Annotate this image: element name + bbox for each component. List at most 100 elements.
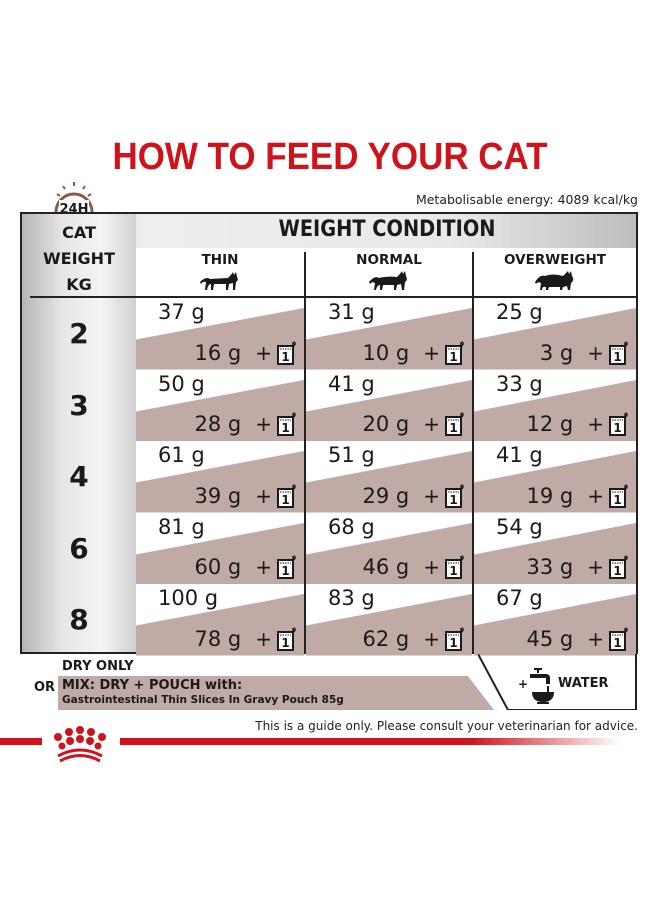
- svg-text:1: 1: [281, 421, 289, 435]
- feeding-cell-normal: 41 g 20 g +1: [306, 370, 472, 441]
- table-row: 6 81 g 60 g +1 68 g 46 g +1 54 g 33 g +1: [22, 513, 636, 584]
- cat-weight-kg: 4: [69, 460, 89, 494]
- feeding-cell-normal: 83 g 62 g +1: [306, 584, 472, 656]
- cat-weight-kg: 3: [69, 388, 89, 422]
- normal-cat-icon: [369, 271, 407, 290]
- mix-dry-amount: 78 g: [194, 626, 242, 651]
- or-label: OR: [34, 680, 56, 695]
- brand-line-left: [0, 738, 42, 745]
- mix-amount: 46 g +1: [363, 554, 465, 580]
- brand-line-right: [120, 738, 620, 745]
- pouch-icon: 1: [445, 626, 464, 651]
- feeding-cell-normal: 31 g 10 g +1: [306, 298, 472, 370]
- svg-text:1: 1: [613, 350, 621, 364]
- mix-amount: 29 g +1: [363, 483, 465, 509]
- plus-sign: +: [423, 340, 440, 365]
- feeding-cell-normal: 68 g 46 g +1: [306, 513, 472, 584]
- mix-wedge: [306, 451, 472, 513]
- dry-only-amount: 31 g: [328, 300, 375, 324]
- mix-amount: 20 g +1: [363, 411, 465, 437]
- feeding-cell-thin: 81 g 60 g +1: [136, 513, 304, 584]
- mix-legend-title: MIX: DRY + POUCH with:: [62, 678, 243, 693]
- water-label: WATER: [558, 676, 609, 691]
- plus-sign: +: [423, 483, 440, 508]
- dry-only-amount: 33 g: [496, 371, 543, 396]
- metabolisable-energy: Metabolisable energy: 4089 kcal/kg: [415, 192, 638, 207]
- overweight-cat-icon: [535, 271, 574, 290]
- mix-dry-amount: 12 g: [526, 412, 574, 436]
- plus-sign: +: [587, 626, 604, 651]
- plus-sign: +: [255, 340, 272, 365]
- column-divider: [304, 252, 306, 652]
- mix-amount: 78 g +1: [195, 626, 297, 652]
- svg-text:1: 1: [449, 564, 457, 578]
- dry-only-amount: 37 g: [158, 300, 205, 324]
- pouch-icon: 1: [609, 626, 628, 651]
- pouch-icon: 1: [277, 340, 296, 365]
- mix-dry-amount: 16 g: [194, 340, 242, 365]
- pouch-icon: 1: [445, 555, 464, 579]
- plus-sign: +: [587, 340, 604, 365]
- mix-dry-amount: 45 g: [526, 626, 574, 651]
- mix-amount: 60 g +1: [195, 554, 297, 580]
- table-row: 8 100 g 78 g +1 83 g 62 g +1 67 g 45 g +1: [22, 584, 636, 656]
- mix-wedge: [306, 379, 472, 441]
- mix-dry-amount: 28 g: [194, 412, 242, 436]
- table-row: 2 37 g 16 g +1 31 g 10 g +1 25 g 3 g +1: [22, 298, 636, 370]
- svg-text:1: 1: [281, 564, 289, 578]
- mix-wedge: [136, 522, 304, 584]
- plus-sign: +: [255, 555, 272, 579]
- feeding-cell-thin: 37 g 16 g +1: [136, 298, 304, 370]
- plus-sign: +: [255, 412, 272, 436]
- dry-only-amount: 41 g: [328, 371, 375, 396]
- clock-24h-icon: 24H: [54, 182, 94, 216]
- pouch-icon: 1: [277, 483, 296, 508]
- dry-only-amount: 68 g: [328, 514, 375, 539]
- mix-amount: 45 g +1: [527, 626, 629, 652]
- condition-thin: THIN: [136, 248, 304, 296]
- table-row: 3 50 g 28 g +1 41 g 20 g +1 33 g 12 g +1: [22, 370, 636, 441]
- svg-text:1: 1: [449, 493, 457, 507]
- mix-dry-amount: 29 g: [362, 483, 410, 508]
- mix-wedge: [474, 594, 636, 656]
- feeding-table: CAT WEIGHT KG WEIGHT CONDITION THIN NORM…: [20, 212, 638, 656]
- plus-sign: +: [255, 483, 272, 508]
- pouch-icon: 1: [445, 340, 464, 365]
- mix-amount: 16 g +1: [195, 340, 297, 366]
- mix-dry-amount: 20 g: [362, 412, 410, 436]
- mix-wedge: [474, 379, 636, 441]
- table-row: 4 61 g 39 g +1 51 g 29 g +1 41 g 19 g +1: [22, 441, 636, 513]
- weight-column-background: [22, 214, 136, 652]
- plus-sign: +: [423, 555, 440, 579]
- dry-only-amount: 25 g: [496, 300, 543, 324]
- mix-dry-amount: 62 g: [362, 626, 410, 651]
- mix-dry-amount: 33 g: [526, 555, 574, 579]
- feeding-cell-thin: 50 g 28 g +1: [136, 370, 304, 441]
- plus-sign: +: [255, 626, 272, 651]
- weight-condition-header: WEIGHT CONDITION: [278, 217, 496, 242]
- svg-text:+: +: [518, 677, 528, 691]
- pouch-icon: 1: [609, 483, 628, 508]
- mix-amount: 33 g +1: [527, 554, 629, 580]
- dry-only-amount: 54 g: [496, 514, 543, 539]
- mix-wedge: [306, 522, 472, 584]
- royal-canin-crown-logo: [54, 726, 106, 763]
- mix-amount: 12 g +1: [527, 411, 629, 437]
- mix-wedge: [136, 451, 304, 513]
- feeding-cell-overweight: 33 g 12 g +1: [474, 370, 636, 441]
- feeding-cell-overweight: 67 g 45 g +1: [474, 584, 636, 656]
- mix-wedge: [474, 308, 636, 370]
- svg-text:1: 1: [613, 421, 621, 435]
- pouch-icon: 1: [277, 555, 296, 579]
- feeding-cell-overweight: 25 g 3 g +1: [474, 298, 636, 370]
- mix-wedge: [136, 594, 304, 656]
- mix-dry-amount: 19 g: [526, 483, 574, 508]
- svg-text:1: 1: [281, 493, 289, 507]
- mix-dry-amount: 3 g: [539, 340, 574, 365]
- header-divider: [30, 296, 636, 298]
- mix-dry-amount: 39 g: [194, 483, 242, 508]
- mix-amount: 19 g +1: [527, 483, 629, 509]
- dry-only-amount: 50 g: [158, 371, 205, 396]
- mix-dry-amount: 60 g: [194, 555, 242, 579]
- pouch-icon: 1: [277, 626, 296, 651]
